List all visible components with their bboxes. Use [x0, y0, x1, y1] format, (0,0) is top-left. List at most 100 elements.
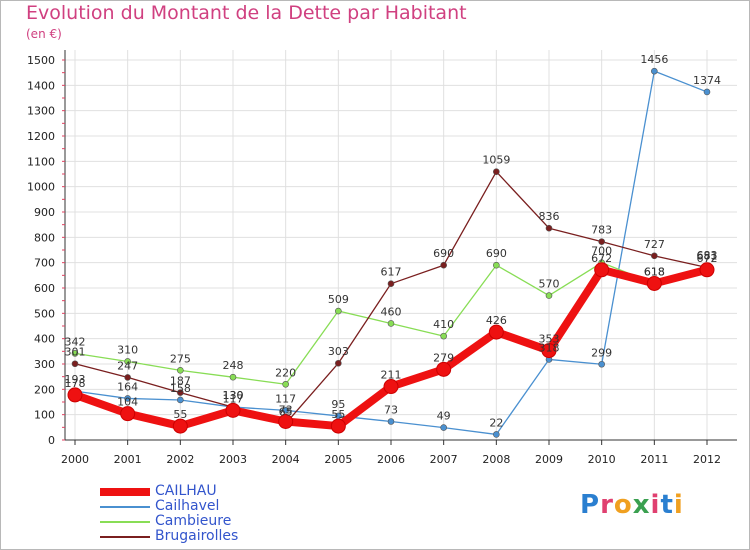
data-point-cambieure: [282, 380, 289, 388]
data-label-cailhavel: 318: [539, 341, 560, 354]
data-label-cailhavel: 1456: [640, 53, 668, 66]
data-label-cambieure: 618: [644, 265, 665, 278]
data-label-brugairolles: 65: [279, 406, 293, 419]
data-point-cailhavel: [493, 431, 500, 438]
data-point-brugairolles: [335, 359, 342, 367]
data-label-cailhau: 426: [486, 314, 507, 327]
data-point-brugairolles: [651, 252, 658, 260]
data-point-cambieure: [71, 350, 79, 357]
legend-swatch: [100, 520, 150, 523]
data-point-cailhavel: [387, 418, 395, 425]
x-tick-label: 2001: [114, 453, 142, 466]
x-tick-label: 2005: [324, 453, 352, 466]
data-label-cailhau: 672: [591, 252, 612, 265]
legend-item-cambieure: Cambieure: [100, 514, 238, 529]
data-label-cailhau: 178: [65, 377, 86, 390]
y-tick-label: 1500: [27, 54, 55, 67]
data-point-brugairolles: [71, 360, 79, 368]
data-label-brugairolles: 681: [697, 249, 718, 262]
data-point-brugairolles: [598, 238, 605, 245]
data-point-brugairolles: [124, 374, 131, 381]
data-label-brugairolles: 836: [539, 210, 560, 223]
y-tick-label: 900: [34, 206, 55, 219]
y-tick-label: 1200: [27, 130, 55, 143]
chart-unit: (en €): [26, 27, 62, 41]
data-point-cailhau: [699, 262, 715, 278]
y-tick-label: 1300: [27, 105, 55, 118]
legend-label: CAILHAU: [155, 483, 217, 499]
legend-swatch: [100, 487, 150, 496]
legend-label: Cailhavel: [155, 498, 220, 514]
data-point-cambieure: [177, 367, 184, 374]
x-tick-label: 2012: [693, 453, 721, 466]
proxiti-logo: Proxiti: [580, 490, 684, 520]
data-label-cambieure: 690: [486, 247, 507, 260]
data-label-cailhavel: 95: [331, 398, 345, 411]
x-tick-label: 2010: [588, 453, 616, 466]
data-label-brugairolles: 617: [381, 266, 402, 279]
data-point-cailhau: [436, 361, 452, 377]
logo-letter: i: [650, 490, 661, 520]
data-point-cambieure: [124, 358, 131, 365]
data-point-cailhau: [383, 379, 399, 395]
legend-swatch: [100, 505, 150, 508]
data-label-cailhavel: 117: [275, 392, 296, 405]
y-tick-label: 0: [48, 434, 55, 447]
y-tick-label: 200: [34, 383, 55, 396]
data-point-cailhau: [594, 262, 610, 278]
data-point-cailhavel: [124, 395, 131, 402]
data-point-brugairolles: [440, 261, 447, 269]
y-tick-label: 500: [34, 307, 55, 320]
data-point-cailhau: [278, 414, 294, 430]
y-tick-label: 1000: [27, 181, 55, 194]
data-label-cambieure: 342: [65, 335, 86, 348]
legend-item-brugairolles: Brugairolles: [100, 529, 238, 544]
data-point-cailhau: [172, 418, 188, 434]
x-tick-label: 2011: [640, 453, 668, 466]
x-tick-label: 2009: [535, 453, 563, 466]
data-point-cailhau: [67, 387, 83, 403]
data-label-cailhau: 618: [644, 265, 665, 278]
data-point-cambieure: [493, 261, 500, 269]
data-label-brugairolles: 690: [433, 247, 454, 260]
data-point-cambieure: [440, 332, 447, 340]
data-label-cailhau: 353: [539, 333, 560, 346]
legend-swatch: [100, 535, 150, 538]
y-tick-label: 800: [34, 231, 55, 244]
data-label-cambieure: 570: [539, 278, 560, 291]
data-label-cailhavel: 73: [384, 404, 398, 417]
y-tick-label: 400: [34, 333, 55, 346]
data-label-brugairolles: 1059: [482, 154, 510, 167]
data-label-cailhau: 279: [433, 351, 454, 364]
data-point-cailhavel: [282, 407, 289, 414]
data-point-cailhau: [541, 343, 557, 359]
data-label-cailhau: 211: [381, 369, 402, 382]
data-point-cailhau: [488, 324, 504, 340]
data-point-brugairolles: [177, 389, 184, 396]
data-label-brugairolles: 783: [591, 224, 612, 237]
data-label-cailhavel: 130: [223, 389, 244, 402]
logo-letter: x: [632, 490, 651, 520]
data-label-cambieure: 275: [170, 352, 191, 365]
data-point-cailhau: [225, 402, 241, 418]
x-tick-label: 2003: [219, 453, 247, 466]
data-label-cambieure: 683: [697, 249, 718, 262]
data-label-cambieure: 460: [381, 305, 402, 318]
data-label-cailhavel: 1374: [693, 74, 721, 87]
data-label-brugairolles: 247: [117, 359, 138, 372]
data-point-cailhau: [646, 275, 662, 291]
data-label-cailhau: 55: [331, 408, 345, 421]
data-label-cambieure: 700: [591, 245, 612, 258]
data-label-cailhavel: 164: [117, 380, 138, 393]
x-tick-label: 2007: [430, 453, 458, 466]
logo-letter: t: [660, 490, 674, 520]
logo-letter: P: [580, 490, 601, 520]
x-tick-label: 2004: [272, 453, 300, 466]
data-label-cambieure: 220: [275, 366, 296, 379]
data-point-cailhavel: [703, 88, 711, 96]
data-label-cailhau: 672: [697, 252, 718, 265]
x-tick-label: 2006: [377, 453, 405, 466]
data-point-cailhavel: [440, 424, 447, 431]
data-point-cailhavel: [177, 396, 184, 404]
